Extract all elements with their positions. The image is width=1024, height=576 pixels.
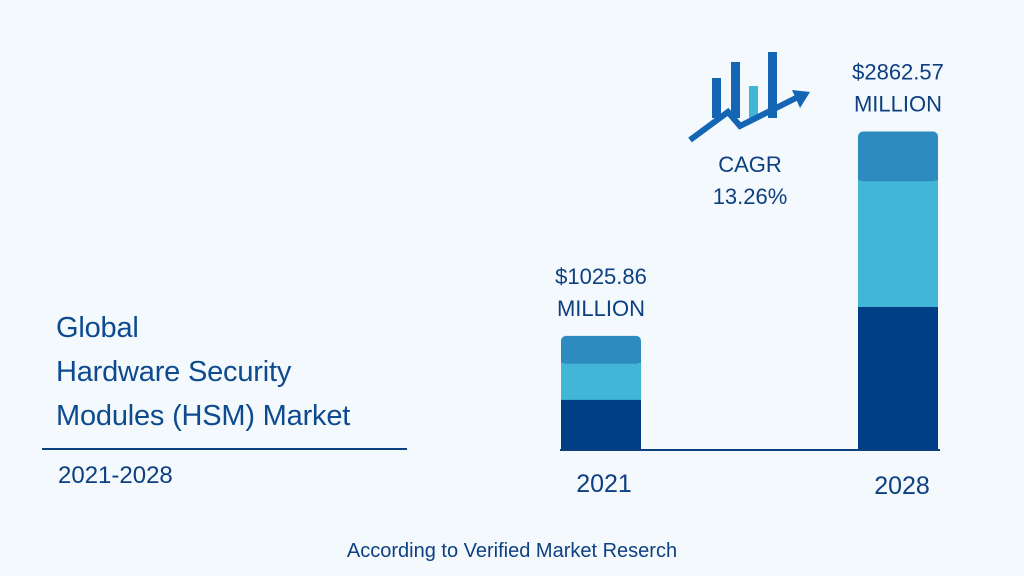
bar-segment-2028-1 <box>858 306 938 450</box>
category-label-2021: 2021 <box>576 470 632 498</box>
bar-segment-2028-3 <box>858 131 938 182</box>
category-label-2028: 2028 <box>874 472 930 500</box>
bar-segment-2021-1 <box>561 399 641 450</box>
period-label: 2021-2028 <box>58 462 173 489</box>
bar-segment-2021-2 <box>561 363 641 400</box>
title-line-2: Hardware Security <box>56 356 292 388</box>
bar-segment-2021-3 <box>561 335 641 364</box>
value-label-2021-line-2: MILLION <box>557 296 645 321</box>
bar-segment-2028-2 <box>858 180 938 307</box>
cagr-label: CAGR <box>718 152 782 177</box>
labels-group: $1025.86 MILLION 2021 $2862.57 MILLION 2028 <box>555 60 944 500</box>
bar-chart-growth-arrow-icon <box>688 52 810 143</box>
title-divider <box>42 448 407 450</box>
value-label-2028-line-2: MILLION <box>854 92 942 117</box>
source-note: According to Verified Market Reserch <box>346 540 678 562</box>
value-label-2021-line-1: $1025.86 <box>555 264 647 289</box>
bar-top-fill-2028 <box>858 174 938 181</box>
chart-title: Global Hardware Security Modules (HSM) M… <box>56 306 350 438</box>
bars-group <box>561 131 938 450</box>
title-line-3: Modules (HSM) Market <box>56 400 351 432</box>
bar-top-fill-2021 <box>561 357 641 364</box>
title-line-1: Global <box>56 312 139 344</box>
cagr-value: 13.26% <box>713 184 788 209</box>
value-label-2028-line-1: $2862.57 <box>852 60 944 85</box>
